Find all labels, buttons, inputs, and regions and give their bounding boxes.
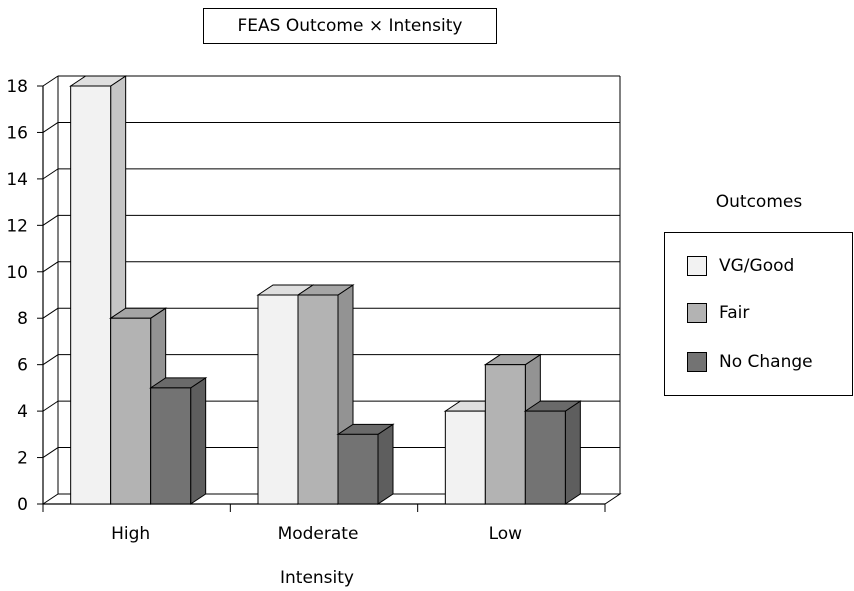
bar — [444, 410, 486, 505]
legend-swatch-vg-good — [687, 256, 707, 276]
bar-side — [190, 376, 207, 505]
legend-title: Outcomes — [715, 192, 803, 212]
bar — [337, 433, 379, 505]
gridline-depth — [42, 168, 59, 180]
legend-swatch-no-change — [687, 352, 707, 372]
bar-side — [377, 423, 394, 505]
y-tick-label: 4 — [17, 402, 28, 422]
legend: VG/Good Fair No Change — [664, 232, 853, 396]
gridline-depth — [42, 122, 59, 133]
y-tick-label: 12 — [6, 216, 28, 236]
x-tick-label: Low — [489, 524, 523, 544]
bar — [257, 294, 299, 505]
gridline-depth — [42, 354, 59, 366]
gridline-depth — [42, 400, 59, 412]
y-tick-label: 2 — [17, 449, 28, 469]
y-tick-label: 14 — [6, 170, 28, 190]
gridline-depth — [42, 307, 59, 319]
gridline-depth — [42, 447, 59, 458]
bar — [110, 317, 152, 505]
legend-label: Fair — [719, 303, 750, 323]
gridline-depth — [42, 75, 59, 87]
y-tick-label: 16 — [6, 123, 28, 143]
bar — [484, 364, 526, 505]
x-tick-label: Moderate — [278, 524, 359, 544]
bar — [524, 410, 566, 505]
bar — [297, 294, 339, 505]
legend-item-fair: Fair — [687, 301, 749, 325]
y-tick-label: 6 — [17, 356, 28, 376]
legend-swatch-fair — [687, 303, 707, 323]
x-axis-label: Intensity — [280, 568, 354, 588]
y-tick-label: 10 — [6, 263, 28, 283]
y-tick-label: 0 — [17, 495, 28, 515]
bar-side — [564, 400, 581, 505]
bar — [70, 85, 112, 505]
bar — [150, 387, 192, 505]
x-tick-label: High — [111, 524, 150, 544]
legend-label: No Change — [719, 352, 813, 372]
legend-item-no-change: No Change — [687, 350, 813, 374]
y-tick-label: 8 — [17, 309, 28, 329]
gridline-depth — [42, 214, 59, 226]
chart-title: FEAS Outcome × Intensity — [203, 8, 497, 44]
legend-label: VG/Good — [719, 256, 795, 276]
y-tick-label: 18 — [6, 77, 28, 97]
legend-item-vg-good: VG/Good — [687, 254, 794, 278]
gridline-depth — [42, 261, 59, 273]
